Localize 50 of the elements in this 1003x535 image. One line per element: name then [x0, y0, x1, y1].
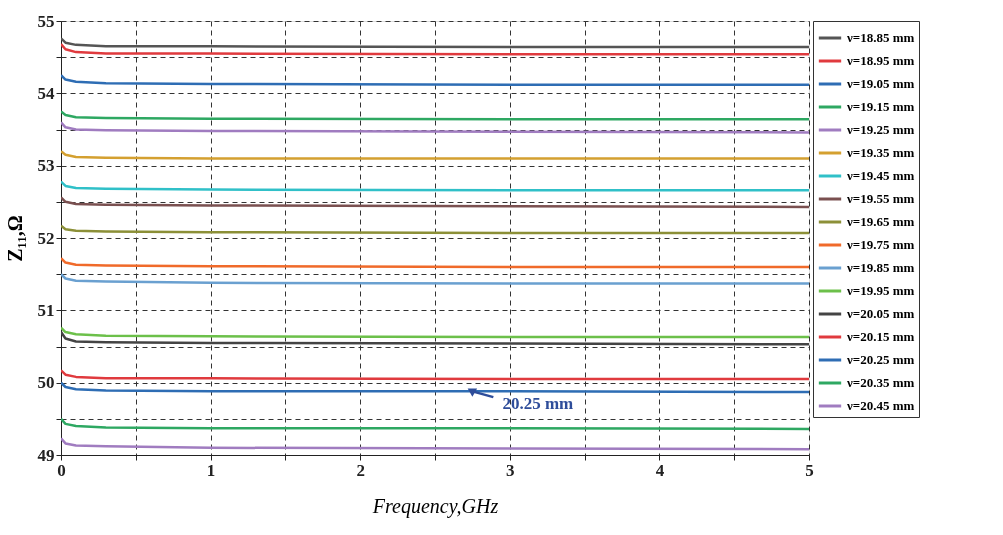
legend-label: ν=19.05 mm — [846, 76, 915, 91]
line-series — [61, 326, 809, 339]
legend-label: ν=19.85 mm — [846, 260, 915, 275]
line-series — [61, 42, 809, 56]
legend-label: ν=20.35 mm — [846, 375, 915, 390]
annotation: 20.25 mm — [502, 394, 574, 414]
line-series — [61, 74, 809, 86]
line-series — [61, 369, 809, 381]
legend-label: ν=20.45 mm — [846, 398, 915, 413]
y-tick-label: 52 — [37, 228, 55, 248]
legend-label: ν=19.15 mm — [846, 99, 915, 114]
x-tick-label: 1 — [206, 460, 216, 480]
line-series — [61, 224, 809, 235]
legend-label: ν=19.65 mm — [846, 214, 915, 229]
legend-label: ν=18.85 mm — [846, 30, 915, 45]
line-series — [61, 417, 809, 431]
line-series — [61, 257, 809, 269]
y-tick-label: 51 — [37, 300, 55, 320]
line-series — [61, 110, 809, 121]
y-axis-title: Z₁₁,Ω — [3, 215, 26, 262]
legend-label: ν=19.95 mm — [846, 283, 915, 298]
x-tick-label: 5 — [805, 460, 814, 480]
legend-label: ν=20.05 mm — [846, 306, 915, 321]
legend-label: ν=18.95 mm — [846, 53, 915, 68]
y-tick-label: 50 — [37, 373, 55, 393]
line-series — [61, 149, 809, 160]
line-series — [61, 37, 809, 49]
legend-label: ν=20.15 mm — [846, 329, 915, 344]
x-tick-label: 2 — [356, 460, 365, 480]
legend-label: ν=19.25 mm — [846, 122, 915, 137]
legend-label: ν=19.45 mm — [846, 168, 915, 183]
y-tick-label: 55 — [37, 11, 55, 31]
y-tick-label: 53 — [37, 156, 55, 176]
line-series — [61, 196, 809, 209]
legend-label: ν=19.55 mm — [846, 191, 915, 206]
x-tick-label: 4 — [655, 460, 665, 480]
line-series — [61, 381, 809, 394]
legend-label: ν=19.75 mm — [846, 237, 915, 252]
legend-label: ν=19.35 mm — [846, 145, 915, 160]
x-axis-title: Frequency,GHz — [371, 494, 499, 518]
legend-label: ν=20.25 mm — [846, 352, 915, 367]
line-series — [61, 437, 809, 451]
y-tick-label: 54 — [37, 83, 55, 103]
line-series — [61, 330, 809, 346]
line-series — [61, 180, 809, 192]
x-tick-label: 0 — [57, 460, 66, 480]
line-series — [61, 121, 809, 134]
line-series — [61, 272, 809, 285]
y-tick-label: 49 — [37, 445, 55, 465]
x-tick-label: 3 — [506, 460, 515, 480]
